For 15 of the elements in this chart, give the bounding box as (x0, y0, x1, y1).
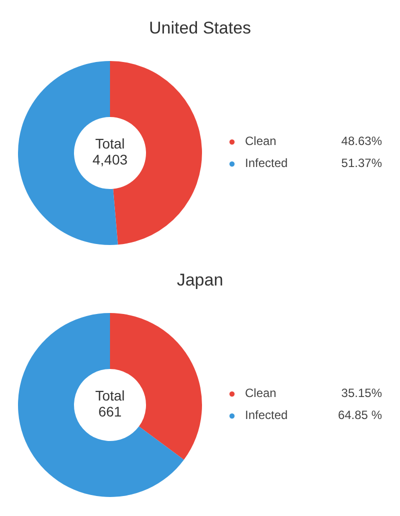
text: Total (95, 136, 125, 152)
text: Total (95, 388, 125, 404)
legend-label: Clean (245, 134, 276, 148)
legend-label: Infected (245, 156, 288, 170)
chart-title: United States (148, 18, 252, 38)
data-label: 64.85 % (338, 408, 382, 422)
donut-slice (18, 313, 184, 497)
data-label: 35.15% (341, 386, 382, 400)
data-label: 51.37% (341, 156, 382, 170)
legend-label: Infected (245, 408, 288, 422)
legend-label: Clean (245, 386, 276, 400)
text: 661 (98, 404, 122, 420)
chart-title: Japan (176, 270, 224, 290)
data-label: 48.63% (341, 134, 382, 148)
text: 4,403 (92, 152, 128, 168)
